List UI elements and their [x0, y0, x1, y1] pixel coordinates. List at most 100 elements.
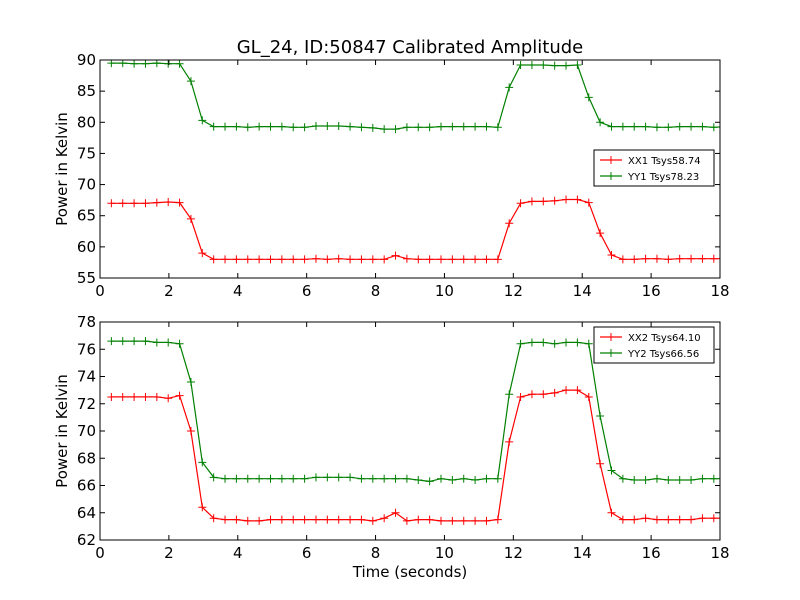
data-point	[425, 515, 434, 524]
data-point	[266, 474, 275, 483]
data-point	[175, 60, 184, 68]
data-point	[221, 515, 230, 524]
data-point	[562, 338, 571, 347]
data-point	[687, 122, 696, 131]
data-point	[289, 123, 298, 132]
data-point	[516, 339, 525, 348]
data-point	[380, 125, 389, 134]
data-point	[289, 474, 298, 483]
data-point	[311, 254, 320, 263]
series-2-2	[107, 337, 720, 486]
data-point	[232, 474, 241, 483]
data-point	[346, 122, 355, 131]
data-point	[175, 198, 184, 207]
data-point	[675, 254, 684, 263]
data-point	[152, 338, 161, 347]
y-tick-label: 74	[77, 368, 96, 386]
data-point	[448, 516, 457, 525]
legend: XX1 Tsys58.74 YY1 Tsys78.23	[593, 149, 715, 187]
data-point	[630, 122, 639, 131]
data-point	[425, 255, 434, 264]
data-point	[141, 392, 150, 401]
data-point	[652, 123, 661, 132]
x-tick-label: 4	[233, 544, 243, 562]
data-point	[687, 515, 696, 524]
data-point	[539, 338, 548, 347]
data-point	[573, 386, 582, 395]
data-point	[482, 516, 491, 525]
y-tick-label: 75	[77, 144, 96, 162]
data-point	[391, 125, 400, 134]
data-point	[209, 473, 218, 482]
data-point	[380, 255, 389, 264]
y-tick-label: 60	[77, 238, 96, 256]
data-point	[596, 229, 605, 238]
data-point	[527, 390, 536, 399]
y-tick-label: 65	[77, 207, 96, 225]
data-point	[425, 477, 434, 486]
data-point	[221, 122, 230, 131]
y-axis-label: Power in Kelvin	[53, 374, 71, 488]
y-tick-label: 64	[77, 504, 96, 522]
data-point	[107, 337, 116, 346]
data-point	[493, 474, 502, 483]
data-point	[152, 392, 161, 401]
x-tick-label: 18	[710, 282, 729, 300]
data-point	[527, 60, 536, 69]
data-point	[368, 474, 377, 483]
x-tick-label: 4	[233, 282, 243, 300]
data-point	[573, 338, 582, 347]
data-point	[584, 93, 593, 102]
data-point	[141, 337, 150, 346]
data-point	[175, 391, 184, 400]
data-point	[346, 473, 355, 482]
y-tick-label: 68	[77, 449, 96, 467]
data-point	[641, 122, 650, 131]
data-point	[289, 515, 298, 524]
data-point	[323, 122, 332, 131]
data-point	[607, 250, 616, 259]
data-point	[243, 255, 252, 264]
data-point	[368, 255, 377, 264]
data-point	[141, 199, 150, 208]
y-tick-label: 66	[77, 477, 96, 495]
data-point	[652, 515, 661, 524]
y-tick-label: 78	[77, 313, 96, 331]
data-point	[107, 392, 116, 401]
data-point	[130, 337, 139, 346]
x-tick-label: 16	[642, 544, 661, 562]
axes-frame	[99, 59, 721, 279]
data-point	[698, 514, 707, 523]
data-point	[152, 198, 161, 207]
data-point	[482, 255, 491, 264]
data-point	[652, 254, 661, 263]
data-point	[334, 122, 343, 131]
data-point	[516, 199, 525, 208]
data-point	[641, 476, 650, 485]
data-point	[402, 474, 411, 483]
data-point	[675, 476, 684, 485]
data-point	[300, 255, 309, 264]
data-point	[209, 122, 218, 131]
data-point	[221, 474, 230, 483]
x-tick-label: 8	[371, 544, 381, 562]
data-point	[425, 123, 434, 132]
legend-marker	[607, 349, 615, 357]
data-point	[664, 123, 673, 132]
data-point	[198, 116, 207, 125]
data-point	[277, 515, 286, 524]
data-point	[186, 214, 195, 223]
data-point	[630, 476, 639, 485]
data-point	[630, 515, 639, 524]
data-point	[198, 249, 207, 258]
data-point	[618, 122, 627, 131]
data-point	[380, 514, 389, 523]
data-point	[346, 515, 355, 524]
legend-box	[593, 326, 715, 364]
data-point	[414, 476, 423, 485]
data-point	[198, 458, 207, 467]
x-tick-label: 12	[504, 544, 523, 562]
data-point	[243, 516, 252, 525]
data-point	[164, 198, 173, 207]
